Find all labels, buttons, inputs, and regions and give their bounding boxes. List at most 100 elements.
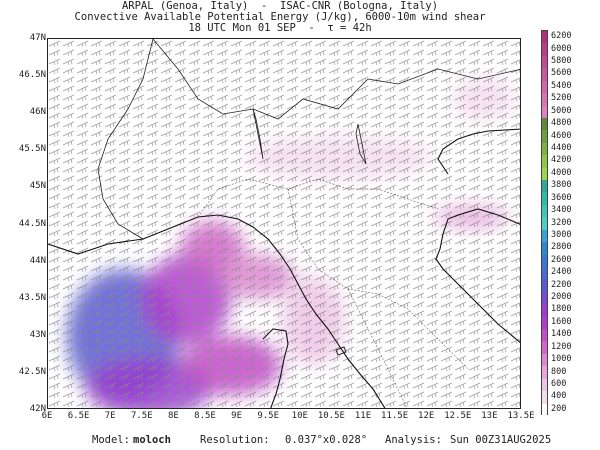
colorbar-segment: [542, 167, 547, 181]
lon-tick-label: 7E: [104, 411, 116, 421]
coastline-ligurian: [48, 214, 386, 408]
cape-wind-map: [48, 39, 520, 408]
lake-maggiore: [252, 108, 264, 160]
colorbar-segment: [542, 217, 547, 231]
colorbar-level-label: 3400: [551, 205, 572, 216]
colorbar-level-label: 4400: [551, 142, 572, 153]
colorbar-segment: [542, 105, 547, 119]
colorbar-level-label: 2000: [551, 292, 572, 303]
colorbar-segment: [542, 55, 547, 69]
lat-tick-label: 42N: [29, 404, 46, 414]
lon-tick-label: 7.5E: [130, 411, 153, 421]
colorbar-segment: [542, 316, 547, 330]
colorbar-segment: [542, 155, 547, 169]
lat-tick-label: 43N: [29, 329, 46, 340]
lon-tick-label: 12E: [418, 411, 435, 421]
model-label: Model:: [92, 434, 130, 446]
colorbar-segment: [542, 391, 547, 405]
analysis-value: Sun 00Z31AUG2025: [450, 434, 552, 446]
lon-tick-label: 11E: [354, 411, 372, 421]
lon-tick-label: 9.5E: [257, 411, 280, 421]
lon-tick-label: 13E: [481, 411, 498, 421]
colorbar-level-label: 3000: [551, 229, 572, 240]
colorbar-level-label: 1800: [551, 304, 572, 315]
colorbar-level-label: 5600: [551, 68, 572, 79]
analysis-label: Analysis:: [385, 434, 442, 446]
lon-tick-label: 6E: [41, 411, 53, 421]
lon-tick-label: 10.5E: [317, 411, 345, 421]
lat-tick-label: 45N: [29, 181, 46, 192]
colorbar-level-label: 2200: [551, 279, 572, 290]
colorbar-level-label: 600: [551, 378, 567, 389]
colorbar-level-label: 2600: [551, 254, 572, 265]
lon-tick-label: 13.5E: [507, 411, 535, 421]
colorbar-level-label: 1200: [551, 341, 572, 352]
colorbar-level-label: 3800: [551, 180, 572, 191]
colorbar-level-label: 4000: [551, 167, 572, 178]
colorbar-level-label: 6200: [551, 31, 572, 42]
lat-tick-label: 46.5N: [18, 70, 46, 81]
colorbar-level-label: 5200: [551, 93, 572, 104]
lat-tick-label: 44N: [29, 255, 46, 266]
colorbar-segment: [542, 180, 547, 193]
colorbar-segment: [542, 266, 547, 280]
colorbar-level-label: 6000: [551, 43, 572, 54]
lon-tick-label: 12.5E: [444, 411, 472, 421]
title-line-3: 18 UTC Mon 01 SEP - τ = 42h: [188, 22, 372, 34]
colorbar-level-label: 4200: [551, 155, 572, 166]
lat-tick-label: 42.5N: [18, 366, 46, 377]
colorbar-segment: [542, 204, 547, 218]
lat-tick-label: 44.5N: [18, 218, 46, 229]
border-france-italy: [97, 39, 154, 240]
lon-tick-label: 11.5E: [381, 411, 409, 421]
colorbar-segment: [542, 291, 547, 305]
colorbar-segment: [542, 130, 547, 144]
colorbar-segment: [542, 378, 547, 392]
colorbar-level-label: 1600: [551, 316, 572, 327]
colorbar-segment: [542, 254, 547, 268]
region-borders: [197, 178, 469, 408]
lat-tick-label: 45.5N: [18, 144, 46, 155]
colorbar-level-label: 1400: [551, 329, 572, 340]
lon-tick-label: 6.5E: [67, 411, 90, 421]
colorbar-segment: [542, 279, 547, 293]
lat-tick-label: 47N: [29, 33, 46, 43]
colorbar-level-label: 4600: [551, 130, 572, 141]
coastline-gulf-venice: [437, 128, 520, 175]
lon-tick-label: 9E: [231, 411, 243, 421]
title-line-1: ARPAL (Genoa, Italy) - ISAC-CNR (Bologna…: [121, 0, 439, 12]
colorbar-segment: [542, 43, 547, 57]
colorbar-segment: [542, 192, 547, 206]
colorbar-level-label: 5400: [551, 80, 572, 91]
colorbar: [541, 30, 548, 417]
border-switzerland-italy: [152, 39, 520, 120]
colorbar-segment: [542, 341, 547, 355]
colorbar-level-label: 200: [551, 403, 567, 414]
colorbar-segment: [542, 68, 547, 82]
colorbar-segment: [542, 242, 547, 256]
lon-tick-label: 8.5E: [194, 411, 216, 421]
island-elba: [335, 346, 347, 356]
wind-shear-barbs: [48, 39, 520, 408]
colorbar-segment: [542, 329, 547, 342]
colorbar-level-label: 1000: [551, 354, 572, 365]
colorbar-level-label: 800: [551, 366, 567, 377]
colorbar-level-label: 2400: [551, 267, 572, 278]
title-line-2: Convective Available Potential Energy (J…: [74, 11, 486, 23]
colorbar-segment: [542, 117, 547, 131]
coastline-corsica: [262, 328, 289, 408]
colorbar-segment: [542, 353, 547, 367]
colorbar-segment: [542, 304, 547, 318]
lake-garda: [355, 123, 367, 165]
lat-tick-label: 46N: [29, 107, 46, 118]
colorbar-level-label: 2800: [551, 242, 572, 253]
colorbar-level-label: 5800: [551, 56, 572, 67]
colorbar-segment: [542, 229, 547, 243]
colorbar-level-label: 4800: [551, 118, 572, 129]
colorbar-segment: [542, 80, 547, 94]
colorbar-segment: [542, 403, 547, 417]
coastline-adriatic: [435, 208, 520, 344]
map-panel: [47, 38, 521, 409]
lon-tick-label: 8E: [167, 411, 179, 421]
colorbar-level-label: 3600: [551, 192, 572, 203]
